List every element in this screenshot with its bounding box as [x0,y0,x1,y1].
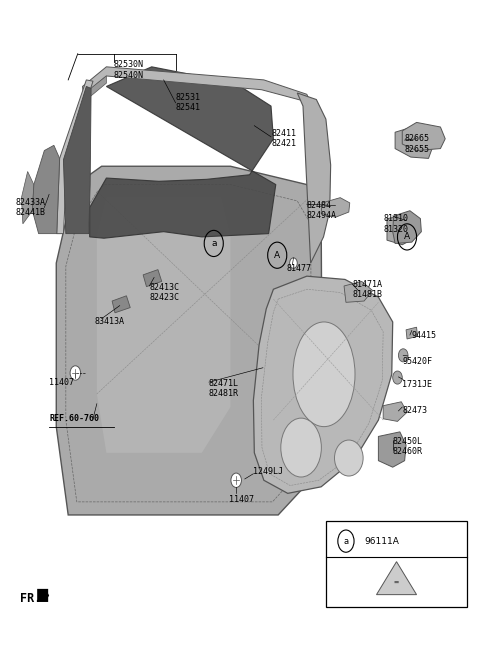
Text: 82433A
82441B: 82433A 82441B [16,198,46,217]
Circle shape [289,258,297,268]
Text: 1249LJ: 1249LJ [253,466,283,476]
Text: 81477: 81477 [287,264,312,273]
Text: a: a [343,537,348,545]
Polygon shape [22,171,34,224]
Circle shape [70,366,81,380]
Polygon shape [33,145,60,234]
Circle shape [231,473,241,487]
Polygon shape [393,211,421,244]
FancyBboxPatch shape [326,522,467,606]
Text: 82450L
82460R: 82450L 82460R [393,436,423,456]
Polygon shape [56,166,322,515]
Text: 11407: 11407 [49,378,74,387]
Text: 82531
82541: 82531 82541 [176,93,201,112]
Text: 83413A: 83413A [95,317,124,327]
Ellipse shape [293,322,355,426]
Text: 94415: 94415 [412,330,437,340]
Polygon shape [143,269,162,286]
Polygon shape [387,216,417,245]
Text: 82471L
82481R: 82471L 82481R [209,379,239,398]
Polygon shape [383,402,407,421]
Text: A: A [404,233,410,241]
Text: A: A [274,251,280,260]
Text: a: a [211,239,216,248]
Text: 81471A
81481B: 81471A 81481B [352,279,382,299]
Polygon shape [297,93,331,263]
Polygon shape [97,198,230,453]
Text: 82665
82655: 82665 82655 [405,134,430,154]
Text: 82411
82421: 82411 82421 [271,129,296,148]
Text: 1731JE: 1731JE [402,380,432,388]
Polygon shape [376,562,417,595]
Text: 96111A: 96111A [364,537,399,545]
Polygon shape [83,76,107,102]
Polygon shape [378,432,406,467]
Text: ▬: ▬ [394,580,399,585]
Polygon shape [37,589,49,602]
Text: 82413C
82423C: 82413C 82423C [149,283,180,302]
Polygon shape [321,198,350,217]
Polygon shape [395,125,433,158]
Text: 82530N
82540N: 82530N 82540N [114,60,144,79]
Text: FR.: FR. [21,591,42,604]
Text: 82484
82494A: 82484 82494A [307,201,337,221]
Polygon shape [402,122,445,150]
Ellipse shape [335,440,363,476]
Polygon shape [112,296,130,313]
Text: 81310
81320: 81310 81320 [383,214,408,233]
Circle shape [393,371,402,384]
Text: 95420F: 95420F [402,357,432,366]
Polygon shape [57,80,93,234]
Polygon shape [63,87,91,234]
Polygon shape [253,276,393,493]
Ellipse shape [281,418,322,477]
Polygon shape [83,67,311,102]
Text: REF.60-760: REF.60-760 [49,415,99,423]
Polygon shape [406,327,418,339]
Circle shape [398,349,408,362]
Polygon shape [90,67,276,238]
Text: 11407: 11407 [229,495,254,505]
Polygon shape [344,281,372,302]
Text: 82473: 82473 [402,406,427,415]
